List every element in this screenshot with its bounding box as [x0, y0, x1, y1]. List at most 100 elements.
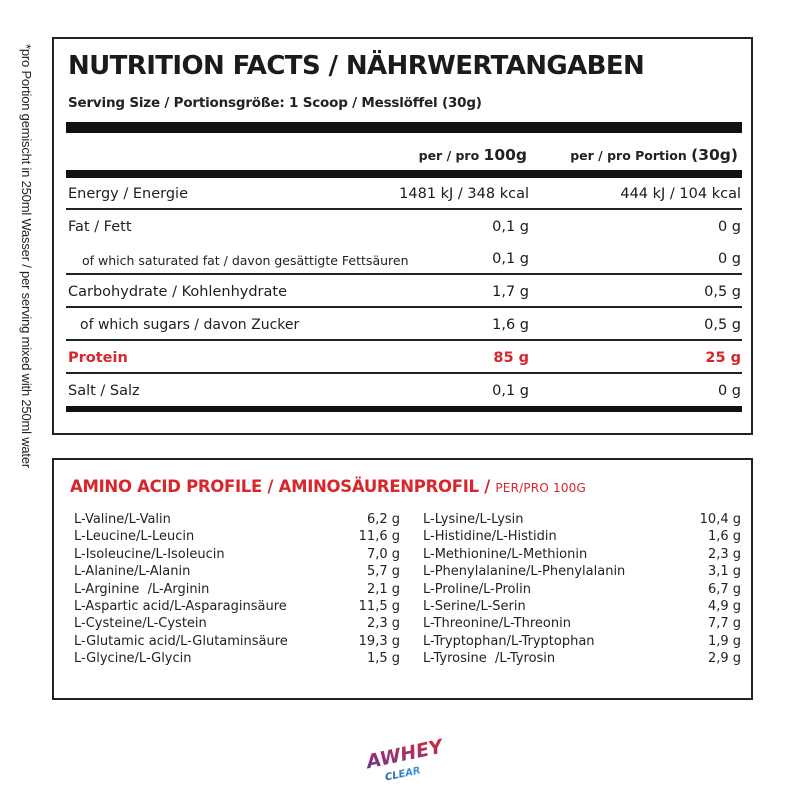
amino-name: L-Cysteine/L-Cystein [74, 616, 207, 632]
amino-value: 1,5 g [366, 651, 400, 667]
amino-value: 1,6 g [707, 529, 741, 545]
list-item: L-Tryptophan/L-Tryptophan 1,9 g [423, 634, 741, 651]
value-per-100g: 0,1 g [492, 219, 529, 235]
table-row-sugars: of which sugars / davon Zucker 1,6 g 0,5… [66, 309, 742, 341]
amino-name: L-Methionine/L-Methionin [423, 546, 588, 562]
list-item: L-Aspartic acid/L-Asparaginsäure 11,5 g [74, 599, 400, 616]
amino-title-unit: PER/PRO 100G [495, 481, 587, 495]
amino-value: 2,9 g [707, 651, 741, 667]
nutrition-facts-panel: NUTRITION FACTS / NÄHRWERTANGABEN Servin… [52, 37, 753, 435]
column-header-per-portion: per / pro Portion (30g) [570, 146, 738, 164]
amino-list-right: L-Lysine/L-Lysin 10,4 g L-Histidine/L-His… [423, 512, 741, 669]
column-header-prefix: per / pro Portion [570, 148, 692, 163]
list-item: L-Glutamic acid/L-Glutaminsäure 19,3 g [74, 634, 400, 651]
list-item: L-Arginine /L-Arginin 2,1 g [74, 582, 400, 599]
column-header-emph: 100g [483, 146, 527, 164]
table-row-energy: Energy / Energie 1481 kJ / 348 kcal 444 … [66, 178, 742, 210]
serving-footnote: *pro Portion gemischt in 250ml Wasser / … [19, 44, 34, 469]
row-label: of which sugars / davon Zucker [80, 317, 300, 333]
amino-name: L-Proline/L-Prolin [423, 581, 531, 597]
list-item: L-Serine/L-Serin 4,9 g [423, 599, 741, 616]
value-per-portion: 444 kJ / 104 kcal [620, 186, 741, 202]
list-item: L-Proline/L-Prolin 6,7 g [423, 582, 741, 599]
amino-name: L-Tryptophan/L-Tryptophan [423, 633, 595, 649]
amino-value: 7,7 g [707, 616, 741, 632]
amino-name: L-Valine/L-Valin [74, 512, 171, 527]
amino-name: L-Serine/L-Serin [423, 598, 526, 614]
value-per-portion: 0 g [717, 251, 741, 267]
list-item: L-Tyrosine /L-Tyrosin 2,9 g [423, 651, 741, 668]
amino-value: 11,6 g [358, 529, 400, 545]
value-per-100g: 1,6 g [492, 317, 529, 333]
list-item: L-Leucine/L-Leucin 11,6 g [74, 529, 400, 546]
table-row-protein: Protein 85 g 25 g [66, 342, 742, 374]
amino-name: L-Threonine/L-Threonin [423, 616, 571, 632]
column-header-emph: (30g) [691, 146, 738, 164]
value-per-portion: 0 g [717, 383, 741, 399]
value-per-portion: 0,5 g [704, 284, 741, 300]
amino-list-left: L-Valine/L-Valin 6,2 g L-Leucine/L-Leucin… [74, 512, 400, 669]
row-label: Fat / Fett [68, 219, 132, 235]
amino-name: L-Leucine/L-Leucin [74, 529, 195, 545]
brand-logo: AWHEY CLEAR [362, 725, 448, 785]
amino-name: L-Aspartic acid/L-Asparaginsäure [74, 598, 287, 614]
value-per-100g: 85 g [493, 350, 529, 366]
amino-value: 19,3 g [358, 633, 400, 649]
row-label: Protein [68, 350, 128, 366]
list-item: L-Cysteine/L-Cystein 2,3 g [74, 616, 400, 633]
amino-value: 2,3 g [366, 616, 400, 632]
list-item: L-Methionine/L-Methionin 2,3 g [423, 547, 741, 564]
amino-title-main: AMINO ACID PROFILE / AMINOSÄURENPROFIL / [70, 477, 496, 496]
amino-value: 11,5 g [358, 598, 400, 614]
table-row-carbohydrate: Carbohydrate / Kohlenhydrate 1,7 g 0,5 g [66, 276, 742, 308]
amino-title: AMINO ACID PROFILE / AMINOSÄURENPROFIL /… [70, 477, 586, 496]
amino-value: 5,7 g [366, 564, 400, 580]
amino-name: L-Glycine/L-Glycin [74, 651, 192, 667]
amino-name: L-Arginine /L-Arginin [74, 581, 210, 597]
column-header-prefix: per / pro [418, 148, 484, 163]
amino-name: L-Isoleucine/L-Isoleucin [74, 546, 225, 562]
awhey-clear-logo-icon: AWHEY CLEAR [363, 735, 447, 783]
amino-name: L-Phenylalanine/L-Phenylalanin [423, 564, 626, 580]
value-per-portion: 25 g [705, 350, 741, 366]
divider-bar [66, 406, 742, 412]
table-row-saturated-fat: of which saturated fat / davon gesättigt… [66, 243, 742, 275]
list-item: L-Valine/L-Valin 6,2 g [74, 512, 400, 529]
row-label: of which saturated fat / davon gesättigt… [82, 253, 409, 268]
list-item: L-Glycine/L-Glycin 1,5 g [74, 651, 400, 668]
value-per-portion: 0,5 g [704, 317, 741, 333]
amino-name: L-Histidine/L-Histidin [423, 529, 557, 545]
amino-value: 7,0 g [366, 546, 400, 562]
amino-value: 3,1 g [707, 564, 741, 580]
list-item: L-Isoleucine/L-Isoleucin 7,0 g [74, 547, 400, 564]
value-per-portion: 0 g [717, 219, 741, 235]
amino-value: 4,9 g [707, 598, 741, 614]
divider-bar [66, 122, 742, 133]
list-item: L-Phenylalanine/L-Phenylalanin 3,1 g [423, 564, 741, 581]
amino-name: L-Tyrosine /L-Tyrosin [423, 651, 556, 667]
amino-value: 1,9 g [707, 633, 741, 649]
amino-value: 2,3 g [707, 546, 741, 562]
row-label: Energy / Energie [68, 186, 189, 202]
amino-value: 6,7 g [707, 581, 741, 597]
list-item: L-Threonine/L-Threonin 7,7 g [423, 616, 741, 633]
table-row-fat: Fat / Fett 0,1 g 0 g [66, 211, 742, 243]
list-item: L-Histidine/L-Histidin 1,6 g [423, 529, 741, 546]
value-per-100g: 1481 kJ / 348 kcal [399, 186, 529, 202]
value-per-100g: 0,1 g [492, 383, 529, 399]
row-label: Carbohydrate / Kohlenhydrate [68, 284, 287, 300]
list-item: L-Alanine/L-Alanin 5,7 g [74, 564, 400, 581]
amino-name: L-Lysine/L-Lysin [423, 512, 524, 527]
amino-name: L-Glutamic acid/L-Glutaminsäure [74, 633, 288, 649]
value-per-100g: 1,7 g [492, 284, 529, 300]
amino-acid-panel: AMINO ACID PROFILE / AMINOSÄURENPROFIL /… [52, 458, 753, 700]
serving-size: Serving Size / Portionsgröße: 1 Scoop / … [68, 95, 482, 111]
value-per-100g: 0,1 g [492, 251, 529, 267]
column-header-per-100g: per / pro 100g [419, 146, 527, 164]
list-item: L-Lysine/L-Lysin 10,4 g [423, 512, 741, 529]
divider-bar [66, 170, 742, 178]
amino-value: 6,2 g [366, 512, 400, 527]
amino-value: 2,1 g [366, 581, 400, 597]
table-row-salt: Salt / Salz 0,1 g 0 g [66, 375, 742, 407]
amino-value: 10,4 g [699, 512, 741, 527]
